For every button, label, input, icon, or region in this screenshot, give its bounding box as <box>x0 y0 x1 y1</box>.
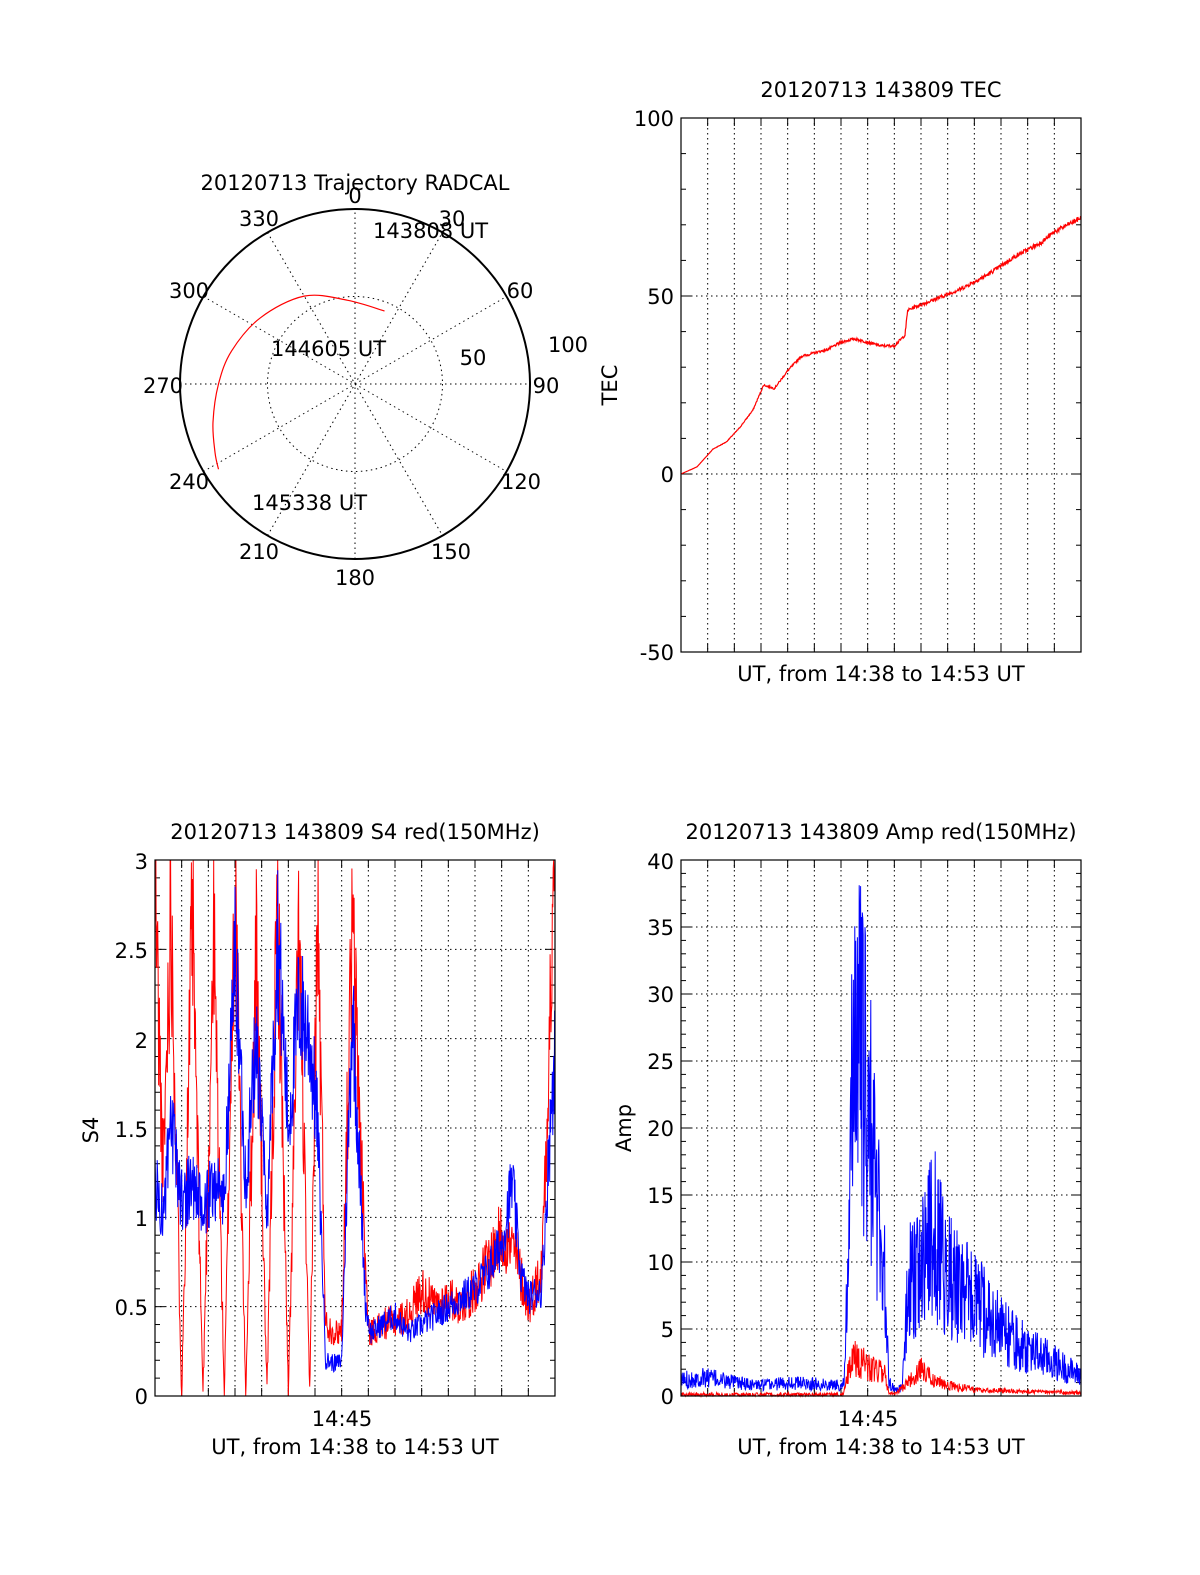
polar-inner-circle <box>267 296 443 472</box>
s4-plot-frame <box>154 859 556 1397</box>
s4-ytick-0.5: 0.5 <box>115 1296 148 1320</box>
polar-spoke-150 <box>267 232 443 536</box>
az-label-120: 120 <box>501 470 541 494</box>
s4-ytick-1.5: 1.5 <box>115 1118 148 1142</box>
az-label-180: 180 <box>335 566 375 590</box>
az-label-300: 300 <box>169 279 209 303</box>
time-label-start: 143808 UT <box>373 219 488 243</box>
s4-ytick-3: 3 <box>135 850 148 874</box>
az-label-30: 30 <box>439 207 466 231</box>
amp-panel: 20120713 143809 Amp red(150MHz) 0 5 10 1… <box>612 820 1082 1459</box>
tec-panel: 20120713 143809 TEC 100 50 0 -50 TEC UT,… <box>598 78 1082 686</box>
amp-grid <box>681 860 1081 1396</box>
s4-ytick-1: 1 <box>135 1207 148 1231</box>
s4-ylabel: S4 <box>79 1117 103 1144</box>
az-label-60: 60 <box>507 279 534 303</box>
s4-ytick-0: 0 <box>135 1385 148 1409</box>
tec-ytick--50: -50 <box>640 641 674 665</box>
az-label-0: 0 <box>348 184 361 208</box>
tec-ytick-0: 0 <box>661 463 674 487</box>
s4-title: 20120713 143809 S4 red(150MHz) <box>170 820 540 844</box>
time-label-mid: 144605 UT <box>271 337 386 361</box>
az-label-330: 330 <box>239 207 279 231</box>
s4-blue-series-line <box>154 870 556 1373</box>
tec-ytick-100: 100 <box>634 107 674 131</box>
amp-blue-series-line <box>680 885 1082 1393</box>
polar-spokes <box>180 209 530 559</box>
az-label-240: 240 <box>169 470 209 494</box>
amp-ytick-30: 30 <box>647 983 674 1007</box>
s4-panel: 20120713 143809 S4 red(150MHz) 0 0.5 1 1… <box>79 820 556 1459</box>
az-label-210: 210 <box>239 540 279 564</box>
amp-ytick-40: 40 <box>647 850 674 874</box>
polar-title: 20120713 Trajectory RADCAL <box>201 171 510 195</box>
tec-ytick-50: 50 <box>647 285 674 309</box>
amp-ylabel: Amp <box>612 1104 636 1152</box>
amp-red-series-line <box>680 1340 1082 1398</box>
s4-xlabel: UT, from 14:38 to 14:53 UT <box>211 1435 499 1459</box>
polar-azimuth-labels: 0 30 60 90 120 150 180 210 240 270 300 3… <box>143 184 559 590</box>
az-label-90: 90 <box>533 374 560 398</box>
s4-xtick-label: 14:45 <box>312 1407 373 1431</box>
amp-ytick-15: 15 <box>647 1184 674 1208</box>
tec-xlabel: UT, from 14:38 to 14:53 UT <box>737 662 1025 686</box>
s4-ytick-2.5: 2.5 <box>115 939 148 963</box>
amp-ytick-5: 5 <box>661 1318 674 1342</box>
amp-ytick-10: 10 <box>647 1251 674 1275</box>
tec-ticks <box>681 117 1081 653</box>
tec-ylabel: TEC <box>598 365 622 407</box>
amp-title: 20120713 143809 Amp red(150MHz) <box>685 820 1076 844</box>
amp-xtick-label: 14:45 <box>838 1407 899 1431</box>
s4-ytick-2: 2 <box>135 1029 148 1053</box>
radius-label-100: 100 <box>548 333 588 357</box>
tec-series-line <box>680 215 1082 475</box>
radius-label-50: 50 <box>460 346 487 370</box>
amp-ytick-25: 25 <box>647 1050 674 1074</box>
tec-grid <box>681 118 1081 652</box>
amp-plot-frame <box>680 859 1082 1397</box>
tec-title: 20120713 143809 TEC <box>760 78 1001 102</box>
az-label-150: 150 <box>431 540 471 564</box>
s4-red-series-line <box>154 859 556 1397</box>
tec-plot-frame <box>680 117 1082 653</box>
amp-xlabel: UT, from 14:38 to 14:53 UT <box>737 1435 1025 1459</box>
amp-ytick-20: 20 <box>647 1117 674 1141</box>
amp-ytick-0: 0 <box>661 1385 674 1409</box>
amp-ytick-35: 35 <box>647 916 674 940</box>
time-label-end: 145338 UT <box>252 491 367 515</box>
az-label-270: 270 <box>143 374 183 398</box>
trajectory-line <box>212 294 385 470</box>
polar-panel: 20120713 Trajectory RADCAL 0 30 60 90 12… <box>143 171 588 590</box>
